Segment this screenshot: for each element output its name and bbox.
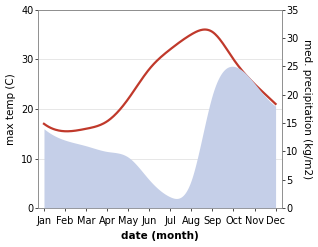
X-axis label: date (month): date (month)	[121, 231, 199, 242]
Y-axis label: med. precipitation (kg/m2): med. precipitation (kg/m2)	[302, 39, 313, 179]
Y-axis label: max temp (C): max temp (C)	[5, 73, 16, 145]
